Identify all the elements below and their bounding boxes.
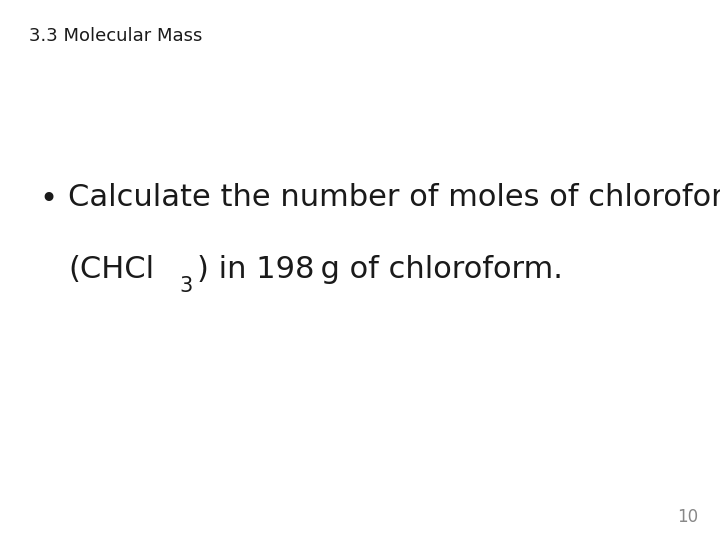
- Text: 10: 10: [678, 509, 698, 526]
- Text: 3.3 Molecular Mass: 3.3 Molecular Mass: [29, 27, 202, 45]
- Text: Calculate the number of moles of chloroform: Calculate the number of moles of chlorof…: [68, 183, 720, 212]
- Text: (CHCl: (CHCl: [68, 255, 155, 285]
- Text: •: •: [40, 185, 58, 214]
- Text: ) in 198 g of chloroform.: ) in 198 g of chloroform.: [197, 255, 562, 285]
- Text: 3: 3: [179, 276, 193, 296]
